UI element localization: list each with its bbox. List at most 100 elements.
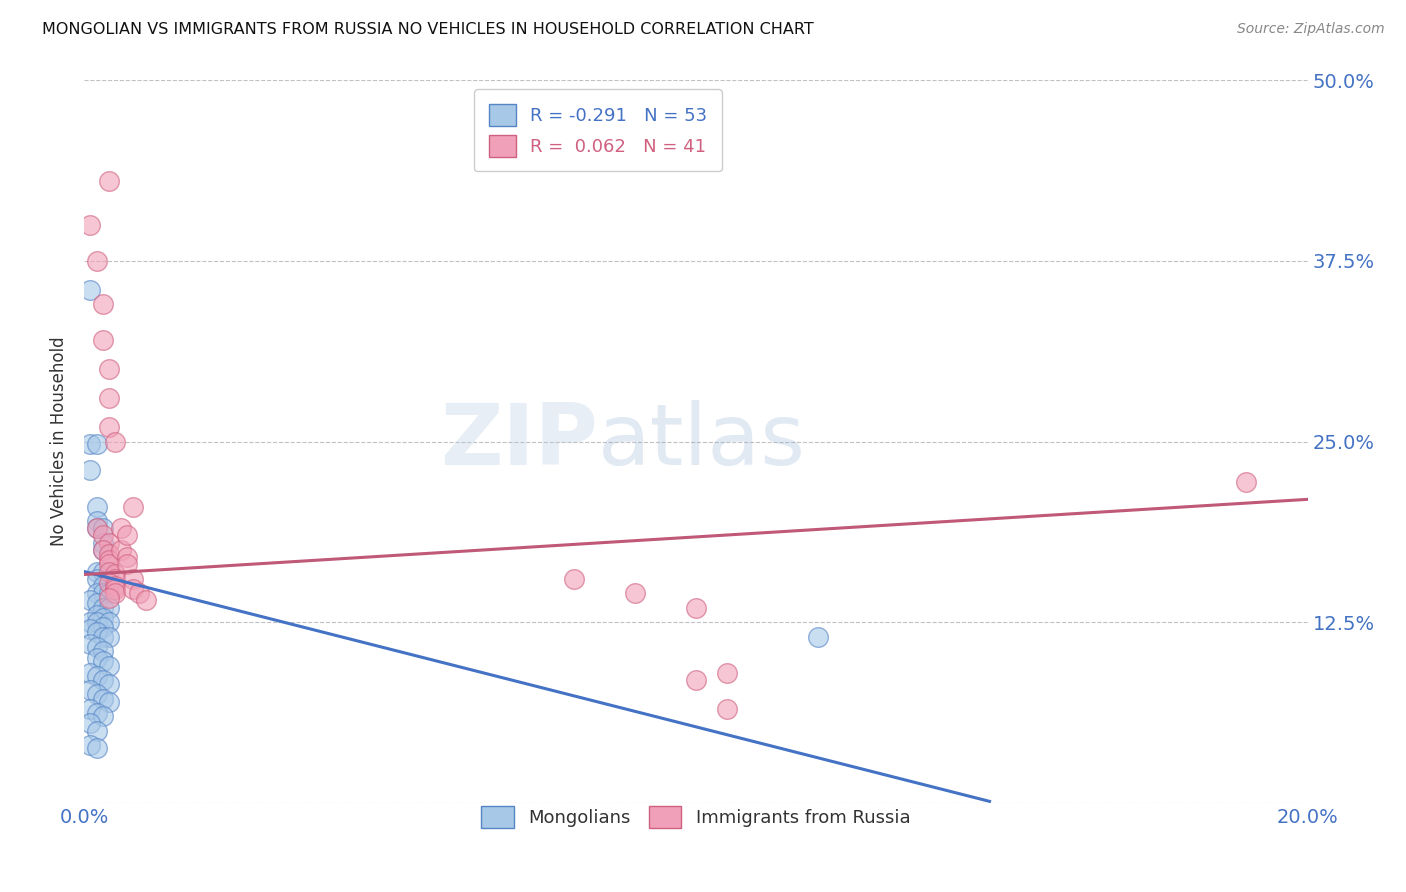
Point <box>97 658 120 673</box>
Point <box>91 521 114 535</box>
Point <box>79 615 101 630</box>
Point <box>97 553 120 567</box>
Point <box>104 582 127 596</box>
Legend: Mongolians, Immigrants from Russia: Mongolians, Immigrants from Russia <box>468 793 924 841</box>
Point <box>97 391 120 405</box>
Point <box>624 586 647 600</box>
Point <box>97 615 120 630</box>
Point <box>97 677 120 691</box>
Point <box>122 572 145 586</box>
Point <box>91 334 114 348</box>
Point <box>86 687 108 701</box>
Point <box>91 542 114 557</box>
Point <box>91 673 114 687</box>
Point <box>91 709 114 723</box>
Point <box>86 521 108 535</box>
Point <box>86 723 108 738</box>
Point <box>115 528 138 542</box>
Point <box>91 691 114 706</box>
Point <box>104 586 127 600</box>
Point <box>86 500 108 514</box>
Point <box>86 437 108 451</box>
Point <box>79 218 101 232</box>
Point <box>110 521 132 535</box>
Text: atlas: atlas <box>598 400 806 483</box>
Point <box>97 174 120 188</box>
Point <box>86 572 108 586</box>
Point <box>97 420 120 434</box>
Point <box>122 582 145 596</box>
Point <box>86 651 108 665</box>
Point <box>79 283 101 297</box>
Point <box>97 576 120 591</box>
Point <box>79 593 101 607</box>
Point <box>97 586 120 600</box>
Text: ZIP: ZIP <box>440 400 598 483</box>
Point <box>115 558 138 572</box>
Point <box>86 706 108 721</box>
Point <box>79 702 101 716</box>
Point <box>115 550 138 565</box>
Point <box>97 565 120 579</box>
Point <box>716 702 738 716</box>
Point <box>86 615 108 630</box>
Point <box>562 572 585 586</box>
Point <box>79 623 101 637</box>
Point <box>97 630 120 644</box>
Point <box>86 596 108 610</box>
Point <box>97 591 120 605</box>
Point <box>86 514 108 528</box>
Point <box>86 586 108 600</box>
Point <box>91 528 114 542</box>
Point <box>104 579 127 593</box>
Point <box>685 600 707 615</box>
Point <box>91 565 114 579</box>
Point <box>97 362 120 376</box>
Point <box>86 607 108 622</box>
Point <box>104 572 127 586</box>
Point <box>91 654 114 668</box>
Point <box>79 637 101 651</box>
Point <box>86 668 108 682</box>
Point <box>97 558 120 572</box>
Point <box>91 600 114 615</box>
Point <box>97 600 120 615</box>
Point <box>104 567 127 582</box>
Point <box>91 542 114 557</box>
Point <box>97 547 120 561</box>
Point <box>79 738 101 752</box>
Point <box>91 297 114 311</box>
Y-axis label: No Vehicles in Household: No Vehicles in Household <box>51 336 69 547</box>
Point <box>91 630 114 644</box>
Point <box>1236 475 1258 489</box>
Text: MONGOLIAN VS IMMIGRANTS FROM RUSSIA NO VEHICLES IN HOUSEHOLD CORRELATION CHART: MONGOLIAN VS IMMIGRANTS FROM RUSSIA NO V… <box>42 22 814 37</box>
Point <box>79 665 101 680</box>
Point <box>86 565 108 579</box>
Point <box>91 644 114 658</box>
Point <box>97 535 120 549</box>
Point <box>128 586 150 600</box>
Point <box>91 619 114 633</box>
Point <box>91 611 114 625</box>
Point <box>79 437 101 451</box>
Point <box>807 630 830 644</box>
Point <box>86 740 108 755</box>
Point <box>79 716 101 731</box>
Point <box>79 683 101 698</box>
Point <box>104 434 127 449</box>
Point <box>135 593 157 607</box>
Point <box>86 640 108 654</box>
Point <box>86 253 108 268</box>
Point <box>110 542 132 557</box>
Point <box>79 463 101 477</box>
Point <box>97 695 120 709</box>
Point <box>122 500 145 514</box>
Point <box>91 535 114 549</box>
Point <box>685 673 707 687</box>
Point <box>86 625 108 640</box>
Point <box>716 665 738 680</box>
Text: Source: ZipAtlas.com: Source: ZipAtlas.com <box>1237 22 1385 37</box>
Point <box>91 579 114 593</box>
Point <box>86 521 108 535</box>
Point <box>91 586 114 600</box>
